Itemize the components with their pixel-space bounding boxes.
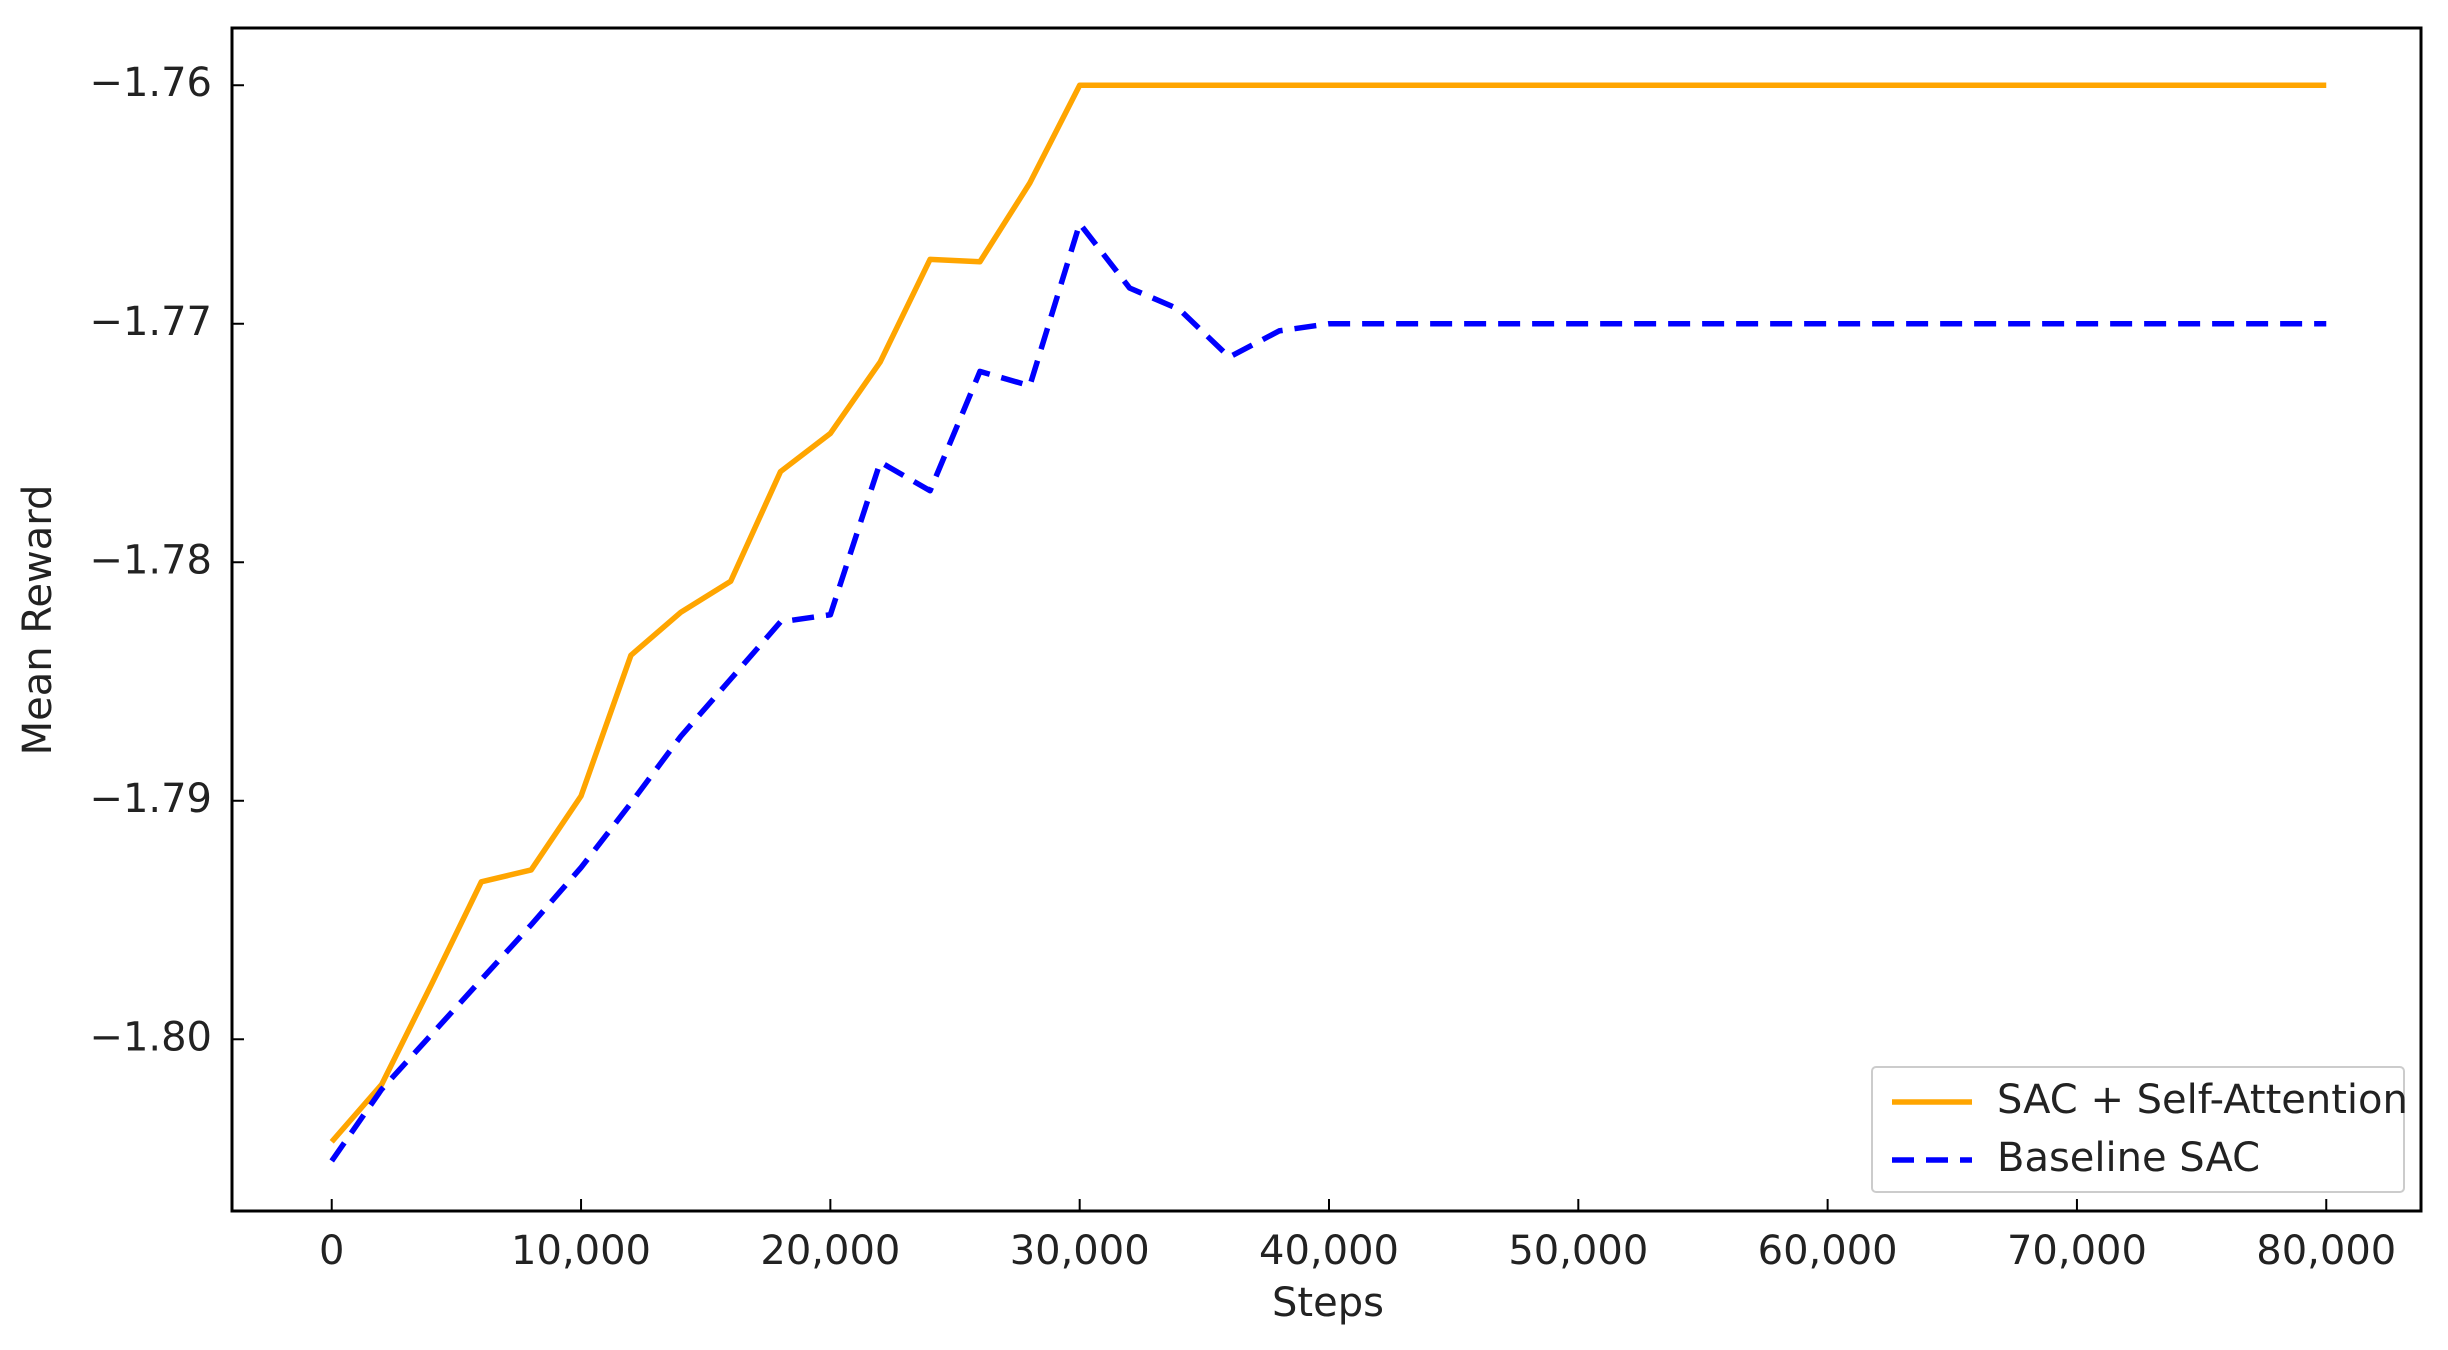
- x-axis-label: Steps: [1272, 1280, 1384, 1326]
- legend-label: Baseline SAC: [1997, 1135, 2260, 1181]
- line-series: [329, 82, 2327, 1144]
- x-tick-label: 30,000: [1010, 1228, 1150, 1274]
- legend-box: [1871, 1066, 2405, 1193]
- plot-frame: [230, 26, 2423, 1213]
- x-tick-label: 50,000: [1508, 1228, 1648, 1274]
- x-tick-label: 20,000: [760, 1228, 900, 1274]
- y-tick-label: −1.77: [89, 299, 212, 345]
- x-tick-label: 70,000: [2007, 1228, 2147, 1274]
- y-tick-label: −1.78: [89, 537, 212, 583]
- y-tick-label: −1.79: [89, 776, 212, 822]
- x-tick-label: 40,000: [1259, 1228, 1399, 1274]
- x-tick-label: 60,000: [1758, 1228, 1898, 1274]
- legend-label: SAC + Self-Attention: [1997, 1077, 2408, 1123]
- x-tick-label: 10,000: [511, 1228, 651, 1274]
- y-tick-label: −1.80: [89, 1014, 212, 1060]
- y-tick-label: −1.76: [89, 60, 212, 106]
- x-tick-label: 80,000: [2256, 1228, 2396, 1274]
- line-series: [329, 220, 2327, 1163]
- y-axis-label: Mean Reward: [15, 485, 61, 756]
- x-tick-label: 0: [319, 1228, 344, 1274]
